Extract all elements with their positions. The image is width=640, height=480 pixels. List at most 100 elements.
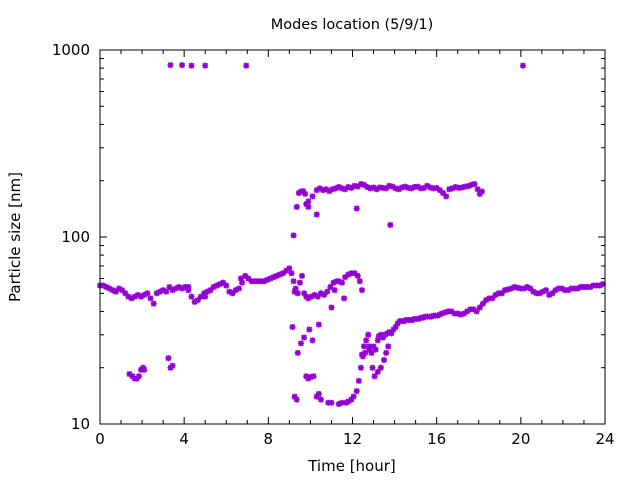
- data-point: [354, 272, 361, 279]
- y-tick-label: 1000: [52, 41, 90, 59]
- data-point: [577, 284, 584, 291]
- data-point: [366, 343, 373, 350]
- data-point: [358, 287, 365, 294]
- data-point: [476, 304, 483, 311]
- data-point: [342, 274, 349, 281]
- data-point: [309, 193, 316, 200]
- data-point: [223, 282, 230, 289]
- data-point: [351, 270, 358, 277]
- data-points: [97, 62, 606, 407]
- data-point: [443, 193, 450, 200]
- data-point: [348, 396, 355, 403]
- data-point: [369, 364, 376, 371]
- data-point: [220, 279, 227, 286]
- data-point: [368, 349, 375, 356]
- data-point: [492, 291, 499, 298]
- data-point: [358, 351, 365, 358]
- data-point: [361, 181, 368, 188]
- data-point: [555, 285, 562, 292]
- data-point: [392, 185, 399, 192]
- data-point: [237, 275, 244, 282]
- data-point: [381, 356, 388, 363]
- data-point: [138, 293, 145, 300]
- data-point: [324, 288, 331, 295]
- data-point: [549, 290, 556, 297]
- data-point: [308, 293, 315, 300]
- data-point: [321, 291, 328, 298]
- data-point: [374, 337, 381, 344]
- data-point: [134, 291, 141, 298]
- data-point: [449, 185, 456, 192]
- data-point: [519, 62, 526, 69]
- data-point: [179, 285, 186, 292]
- data-point: [530, 288, 537, 295]
- data-point: [288, 270, 295, 277]
- chart-title: Modes location (5/9/1): [271, 17, 434, 33]
- data-point: [471, 181, 478, 188]
- x-tick-label: 8: [264, 430, 274, 448]
- data-point: [135, 373, 142, 380]
- data-point: [147, 295, 154, 302]
- data-point: [194, 297, 201, 304]
- data-point: [305, 295, 312, 302]
- data-point: [261, 278, 268, 285]
- data-point: [502, 287, 509, 294]
- data-point: [364, 184, 371, 191]
- data-point: [229, 290, 236, 297]
- data-point: [112, 288, 119, 295]
- data-point: [373, 186, 380, 193]
- y-tick-label: 10: [71, 415, 90, 433]
- data-point: [213, 282, 220, 289]
- data-point: [446, 186, 453, 193]
- data-point: [479, 300, 486, 307]
- data-point: [568, 285, 575, 292]
- data-point: [316, 185, 323, 192]
- data-point: [179, 62, 186, 69]
- data-point: [341, 295, 348, 302]
- data-point: [353, 205, 360, 212]
- data-point: [402, 183, 409, 190]
- data-point: [408, 185, 415, 192]
- data-point: [599, 281, 606, 288]
- data-point: [367, 185, 374, 192]
- data-point: [558, 285, 565, 292]
- data-point: [326, 188, 333, 195]
- data-point: [153, 290, 160, 297]
- data-point: [335, 184, 342, 191]
- data-point: [305, 203, 312, 210]
- data-point: [543, 287, 550, 294]
- data-point: [289, 324, 296, 331]
- data-point: [165, 355, 172, 362]
- data-point: [313, 393, 320, 400]
- data-point: [411, 184, 418, 191]
- data-point: [433, 184, 440, 191]
- data-point: [182, 284, 189, 291]
- data-point: [293, 396, 300, 403]
- data-point: [201, 290, 208, 297]
- data-point: [353, 388, 360, 395]
- data-point: [383, 185, 390, 192]
- data-point: [473, 308, 480, 315]
- data-point: [329, 186, 336, 193]
- data-point: [299, 272, 305, 279]
- data-point: [291, 288, 298, 295]
- data-point: [439, 189, 446, 196]
- data-point: [370, 343, 377, 350]
- data-point: [498, 290, 505, 297]
- data-point: [489, 295, 496, 302]
- data-point: [354, 183, 361, 190]
- data-point: [520, 285, 527, 292]
- data-point: [166, 284, 173, 291]
- data-point: [571, 285, 578, 292]
- data-point: [533, 290, 540, 297]
- data-point: [328, 304, 335, 311]
- data-point: [293, 203, 300, 210]
- data-point: [315, 321, 322, 328]
- data-point: [313, 187, 320, 194]
- data-point: [386, 182, 393, 189]
- data-point: [303, 201, 310, 208]
- data-point: [273, 272, 280, 279]
- data-point: [141, 291, 148, 298]
- plot-frame: [99, 49, 606, 425]
- data-point: [328, 399, 335, 406]
